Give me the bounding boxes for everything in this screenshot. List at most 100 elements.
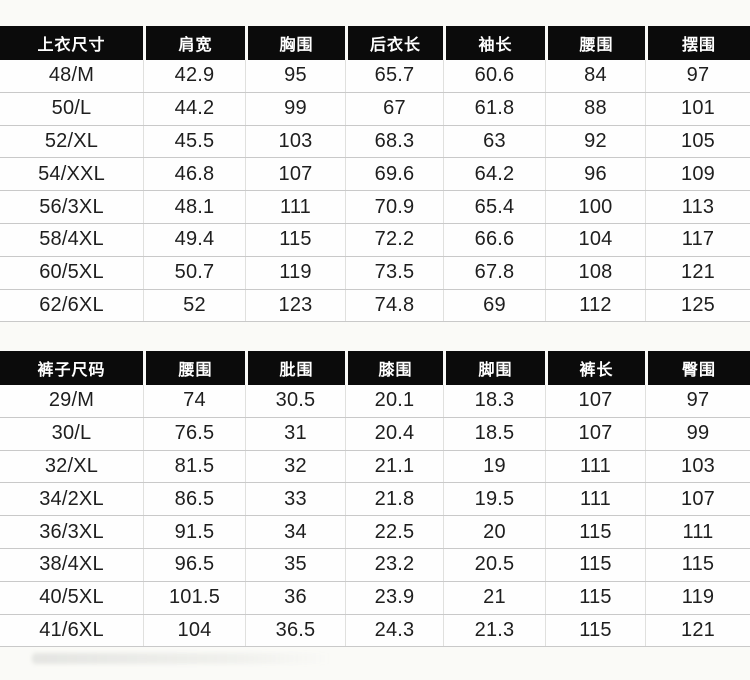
value-cell: 65.4 xyxy=(443,191,545,223)
table-row: 56/3XL 48.1 111 70.9 65.4 100 113 xyxy=(0,191,750,224)
value-cell: 33 xyxy=(245,483,345,516)
value-cell: 104 xyxy=(545,223,645,256)
value-cell: 97 xyxy=(645,385,750,417)
value-cell: 52 xyxy=(143,289,245,322)
value-cell: 20.5 xyxy=(443,548,545,581)
value-cell: 97 xyxy=(645,60,750,92)
value-cell: 111 xyxy=(645,516,750,548)
value-cell: 81.5 xyxy=(143,450,245,483)
column-header-pants-length: 裤长 xyxy=(545,351,645,385)
value-cell: 103 xyxy=(645,450,750,483)
value-cell: 32 xyxy=(245,450,345,483)
column-header-chest: 胸围 xyxy=(245,26,345,60)
value-cell: 34 xyxy=(245,516,345,548)
column-header-knee: 膝围 xyxy=(345,351,443,385)
value-cell: 125 xyxy=(645,289,750,322)
size-cell: 29/M xyxy=(48,389,95,412)
value-cell: 109 xyxy=(645,158,750,191)
table-row: 50/L 44.2 99 67 61.8 88 101 xyxy=(0,92,750,126)
value-cell: 23.2 xyxy=(345,548,443,581)
table-row: 52/XL 45.5 103 68.3 63 92 105 xyxy=(0,125,750,159)
value-cell: 46.8 xyxy=(143,158,245,191)
value-cell: 112 xyxy=(545,289,645,322)
value-cell: 115 xyxy=(545,516,645,548)
column-header-pants-size: 裤子尺码 xyxy=(0,351,143,385)
value-cell: 73.5 xyxy=(345,256,443,289)
size-cell: 36/3XL xyxy=(39,520,104,543)
column-header-waist: 腰围 xyxy=(545,26,645,60)
value-cell: 23.9 xyxy=(345,581,443,614)
value-cell: 96.5 xyxy=(143,548,245,581)
value-cell: 72.2 xyxy=(345,223,443,256)
value-cell: 31 xyxy=(245,417,345,450)
value-cell: 115 xyxy=(245,223,345,256)
value-cell: 48.1 xyxy=(143,191,245,223)
value-cell: 123 xyxy=(245,289,345,322)
value-cell: 66.6 xyxy=(443,223,545,256)
value-cell: 21.3 xyxy=(443,614,545,647)
value-cell: 19.5 xyxy=(443,483,545,516)
value-cell: 74 xyxy=(143,385,245,417)
pants-size-table: 裤子尺码 腰围 肶围 膝围 脚围 裤长 臀围 29/M 74 30.5 20.1 18.… xyxy=(0,351,750,648)
value-cell: 115 xyxy=(545,581,645,614)
value-cell: 21.8 xyxy=(345,483,443,516)
value-cell: 95 xyxy=(245,60,345,92)
table-row: 40/5XL 101.5 36 23.9 21 115 119 xyxy=(0,581,750,615)
table-row: 54/XXL 46.8 107 69.6 64.2 96 109 xyxy=(0,158,750,192)
value-cell: 107 xyxy=(545,417,645,450)
size-cell: 38/4XL xyxy=(39,553,104,576)
value-cell: 119 xyxy=(245,256,345,289)
value-cell: 42.9 xyxy=(143,60,245,92)
value-cell: 21 xyxy=(443,581,545,614)
size-cell: 40/5XL xyxy=(39,586,104,609)
value-cell: 60.6 xyxy=(443,60,545,92)
value-cell: 88 xyxy=(545,92,645,125)
value-cell: 24.3 xyxy=(345,614,443,647)
table-row: 58/4XL 49.4 115 72.2 66.6 104 117 xyxy=(0,223,750,257)
table-row: 60/5XL 50.7 119 73.5 67.8 108 121 xyxy=(0,256,750,290)
value-cell: 20 xyxy=(443,516,545,548)
value-cell: 119 xyxy=(645,581,750,614)
value-cell: 68.3 xyxy=(345,125,443,158)
value-cell: 63 xyxy=(443,125,545,158)
value-cell: 36.5 xyxy=(245,614,345,647)
value-cell: 113 xyxy=(645,191,750,223)
column-header-hem: 摆围 xyxy=(645,26,750,60)
value-cell: 103 xyxy=(245,125,345,158)
value-cell: 99 xyxy=(645,417,750,450)
column-header-waist: 腰围 xyxy=(143,351,245,385)
table-row: 29/M 74 30.5 20.1 18.3 107 97 xyxy=(0,385,750,418)
value-cell: 18.3 xyxy=(443,385,545,417)
value-cell: 21.1 xyxy=(345,450,443,483)
value-cell: 19 xyxy=(443,450,545,483)
tops-header-row: 上衣尺寸 肩宽 胸围 后衣长 袖长 腰围 摆围 xyxy=(0,26,750,60)
value-cell: 105 xyxy=(645,125,750,158)
value-cell: 115 xyxy=(645,548,750,581)
value-cell: 121 xyxy=(645,256,750,289)
value-cell: 115 xyxy=(545,614,645,647)
size-cell: 34/2XL xyxy=(39,487,104,510)
value-cell: 111 xyxy=(545,450,645,483)
value-cell: 64.2 xyxy=(443,158,545,191)
value-cell: 69 xyxy=(443,289,545,322)
value-cell: 111 xyxy=(245,191,345,223)
size-cell: 30/L xyxy=(51,422,92,445)
column-header-top-size: 上衣尺寸 xyxy=(0,26,143,60)
column-header-back-length: 后衣长 xyxy=(345,26,443,60)
value-cell: 84 xyxy=(545,60,645,92)
value-cell: 44.2 xyxy=(143,92,245,125)
value-cell: 117 xyxy=(645,223,750,256)
value-cell: 121 xyxy=(645,614,750,647)
watermark-smudge xyxy=(32,653,332,664)
value-cell: 30.5 xyxy=(245,385,345,417)
value-cell: 69.6 xyxy=(345,158,443,191)
table-row: 38/4XL 96.5 35 23.2 20.5 115 115 xyxy=(0,548,750,582)
column-header-thigh: 肶围 xyxy=(245,351,345,385)
tops-size-table: 上衣尺寸 肩宽 胸围 后衣长 袖长 腰围 摆围 48/M 42.9 95 65.7 60… xyxy=(0,26,750,323)
table-row: 34/2XL 86.5 33 21.8 19.5 111 107 xyxy=(0,483,750,517)
size-cell: 41/6XL xyxy=(39,618,104,641)
value-cell: 86.5 xyxy=(143,483,245,516)
size-cell: 58/4XL xyxy=(39,228,104,251)
value-cell: 107 xyxy=(545,385,645,417)
